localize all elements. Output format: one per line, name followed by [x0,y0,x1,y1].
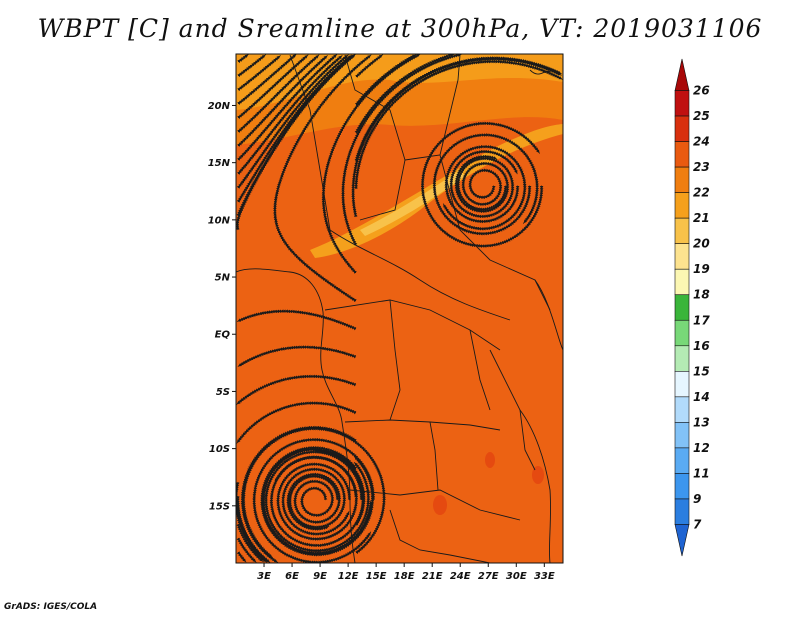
streamline [252,437,376,563]
borders [236,54,563,563]
streamline [241,426,386,559]
streamline [420,121,544,248]
colorbar-label: 7 [693,517,702,531]
wbpt-patch-south-2 [485,452,495,468]
colorbar-label: 24 [693,135,710,149]
footer-credit: GrADS: IGES/COLA [4,602,98,612]
lat-tick-label: 10S [209,444,230,455]
colorbar-segment [674,268,690,296]
streamline [273,54,372,303]
colorbar-label: 16 [693,339,710,353]
colorbar-label: 14 [693,390,710,404]
colorbar-label: 26 [693,84,710,98]
colorbar-label: 12 [693,441,710,455]
colorbar-segment [674,422,690,449]
colorbar-segment [674,447,690,474]
colorbar-segment [674,141,690,168]
lat-tick-label: EQ [215,330,231,341]
colorbar-label: 13 [693,415,710,429]
colorbar-label: 23 [693,160,710,174]
map-frame [235,53,564,564]
colorbar-label: 15 [693,364,710,378]
colorbar-label: 17 [693,313,710,327]
colorbar-segment [674,294,690,321]
colorbar-label: 18 [693,288,710,302]
lon-tick-label: 33E [534,571,555,580]
lon-tick-label: 6E [285,571,299,580]
lon-tick-label: 27E [478,571,499,580]
colorbar-segment [674,166,690,193]
wbpt-patch-south-3 [532,466,544,484]
lat-tick-label: 20N [208,101,231,112]
colorbar-segment [674,498,690,525]
colorbar-label: 22 [693,186,710,200]
colorbar-segment [674,524,690,557]
lon-tick-label: 24E [450,571,471,580]
colorbar-segment [674,473,690,500]
colorbar-label: 20 [693,237,710,251]
streamlines [236,54,563,563]
colorbar-segment [674,217,690,244]
colorbar-segment [674,243,690,270]
lat-tick-label: 15S [209,501,230,512]
lon-tick-label: 3E [257,571,271,580]
colorbar-label: 9 [693,492,701,506]
streamline [236,309,357,331]
colorbar: 7 9 11 12 13 14 15 16 17 18 19 20 21 22 23 24 25 26 [674,58,710,557]
streamline-map: 20N 15N 10N 5N EQ 5S 10S 15S 3E 6E 9E 12E 15E 18E 21E… [208,53,564,580]
wbpt-patch-south-1 [433,495,447,515]
map-title: WBPT [C] and Sreamline at 300hPa, VT: 20… [37,14,763,43]
lon-tick-label: 9E [313,571,327,580]
colorbar-segment [674,90,690,117]
colorbar-segment [674,115,690,142]
colorbar-segment [674,345,690,372]
colorbar-segment [674,58,690,91]
lat-tick-label: 5S [216,387,230,398]
colorbar-segment [674,319,690,347]
longitude-axis: 3E 6E 9E 12E 15E 18E 21E 24E 27E 30E 33E [257,563,555,580]
lon-tick-label: 12E [338,571,359,580]
colorbar-label: 11 [693,466,710,480]
streamline [236,374,357,405]
colorbar-segment [674,396,690,423]
colorbar-segment [674,371,690,398]
lon-tick-label: 21E [422,571,443,580]
lat-tick-label: 5N [215,273,231,284]
lon-tick-label: 15E [366,571,387,580]
latitude-axis: 20N 15N 10N 5N EQ 5S 10S 15S [208,101,236,512]
colorbar-segment [674,192,690,219]
colorbar-label: 21 [693,211,710,225]
colorbar-label: 19 [693,262,710,276]
colorbar-label: 25 [693,109,710,123]
lat-tick-label: 10N [208,215,231,226]
lon-tick-label: 30E [506,571,527,580]
streamline [237,345,357,367]
lat-tick-label: 15N [208,158,231,169]
lon-tick-label: 18E [394,571,415,580]
